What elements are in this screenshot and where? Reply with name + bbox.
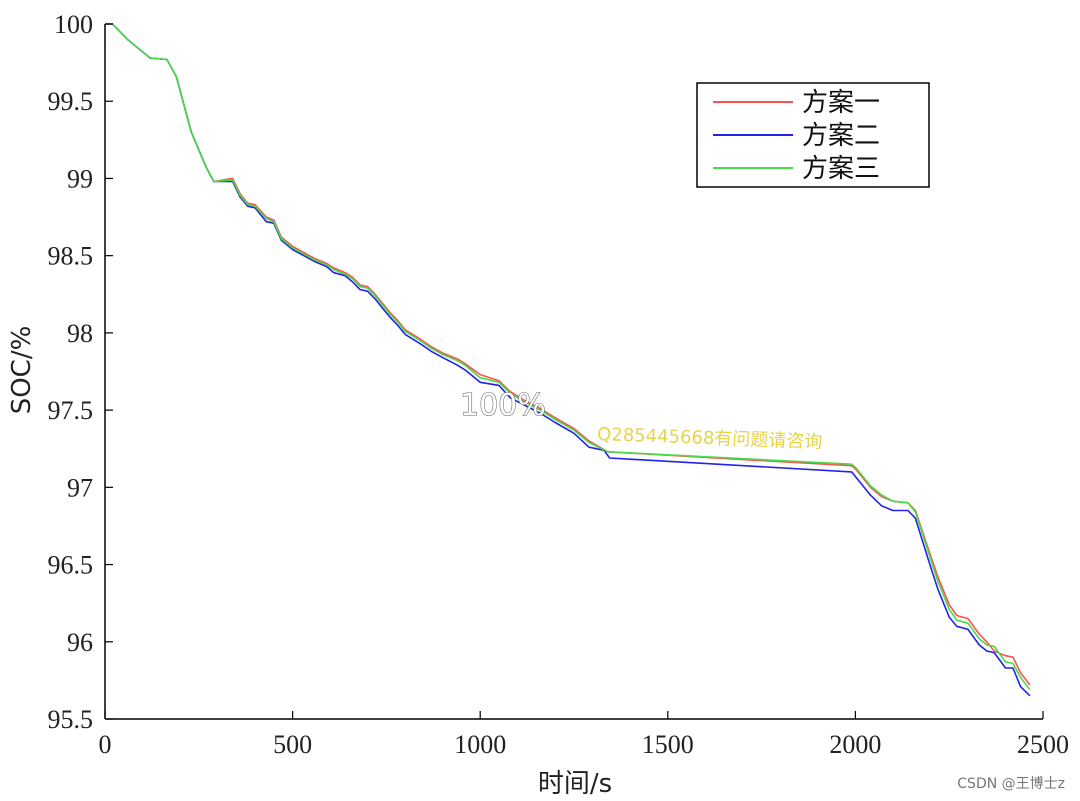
y-axis-label: SOC/% [7, 326, 37, 415]
x-tick-label: 2500 [1017, 730, 1069, 759]
y-tick-label: 98 [67, 319, 93, 348]
legend-label-1: 方案一 [802, 88, 880, 118]
series-line-2 [105, 23, 1031, 697]
legend-label-2: 方案二 [802, 121, 880, 151]
x-tick-label: 500 [273, 730, 312, 759]
y-tick-label: 97 [67, 473, 93, 502]
annotation-overlay-contact: Q285445668有问题请咨询 [597, 424, 823, 453]
csdn-watermark: CSDN @王博士z [957, 775, 1065, 792]
x-tick-label: 1500 [642, 730, 694, 759]
y-tick-label: 96 [67, 628, 93, 657]
annotation-overlay-percent: 100% [460, 388, 546, 423]
y-tick-label: 95.5 [48, 705, 94, 734]
x-axis-label: 时间/s [538, 769, 612, 799]
y-tick-label: 97.5 [48, 396, 94, 425]
x-tick-label: 2000 [829, 730, 881, 759]
y-tick-label: 100 [54, 10, 93, 39]
y-tick-label: 99 [67, 164, 93, 193]
series-line-1 [105, 23, 1031, 686]
x-tick-label: 0 [99, 730, 112, 759]
y-tick-label: 99.5 [48, 87, 94, 116]
y-tick-labels: 95.5 96 96.5 97 97.5 98 98.5 99 99.5 100 [48, 10, 94, 734]
legend-label-3: 方案三 [802, 154, 880, 184]
series-lines [105, 23, 1031, 697]
x-tick-labels: 0 500 1000 1500 2000 2500 [99, 730, 1070, 759]
x-tick-label: 1000 [454, 730, 506, 759]
y-tick-label: 96.5 [48, 551, 94, 580]
axes [104, 23, 1044, 720]
y-tick-label: 98.5 [48, 242, 94, 271]
series-line-3 [105, 23, 1031, 691]
